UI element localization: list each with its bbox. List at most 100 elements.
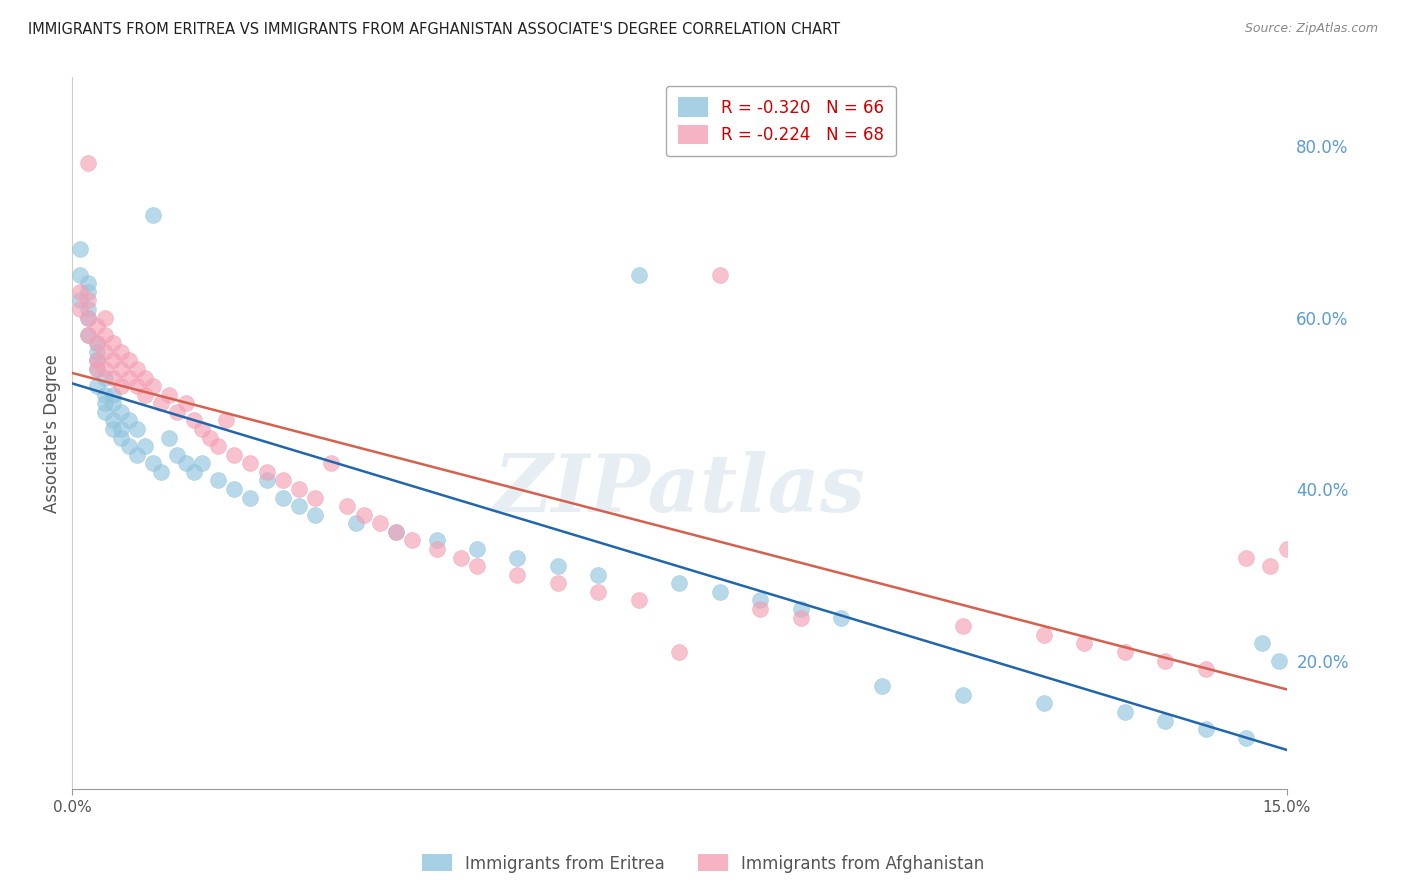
Point	[1251, 636, 1274, 650]
Point	[1114, 705, 1136, 719]
Point	[69, 293, 91, 308]
Point	[101, 413, 124, 427]
Point	[368, 516, 391, 531]
Point	[86, 336, 108, 351]
Point	[134, 370, 156, 384]
Point	[288, 499, 311, 513]
Point	[101, 336, 124, 351]
Point	[288, 482, 311, 496]
Point	[86, 353, 108, 368]
Point	[336, 499, 359, 513]
Point	[588, 567, 610, 582]
Point	[174, 456, 197, 470]
Point	[321, 456, 343, 470]
Point	[166, 405, 188, 419]
Point	[93, 344, 115, 359]
Point	[1073, 636, 1095, 650]
Point	[110, 405, 132, 419]
Point	[174, 396, 197, 410]
Point	[93, 310, 115, 325]
Point	[110, 431, 132, 445]
Point	[870, 679, 893, 693]
Point	[709, 268, 731, 282]
Point	[952, 688, 974, 702]
Point	[118, 353, 141, 368]
Point	[830, 610, 852, 624]
Point	[627, 268, 650, 282]
Point	[101, 422, 124, 436]
Point	[118, 439, 141, 453]
Point	[547, 576, 569, 591]
Point	[110, 362, 132, 376]
Point	[668, 576, 690, 591]
Text: IMMIGRANTS FROM ERITREA VS IMMIGRANTS FROM AFGHANISTAN ASSOCIATE'S DEGREE CORREL: IMMIGRANTS FROM ERITREA VS IMMIGRANTS FR…	[28, 22, 841, 37]
Point	[157, 387, 180, 401]
Point	[118, 413, 141, 427]
Point	[118, 370, 141, 384]
Point	[304, 508, 326, 522]
Point	[101, 396, 124, 410]
Point	[207, 439, 229, 453]
Point	[588, 585, 610, 599]
Point	[256, 474, 278, 488]
Point	[134, 439, 156, 453]
Point	[425, 533, 447, 548]
Point	[101, 353, 124, 368]
Point	[125, 379, 148, 393]
Point	[385, 524, 408, 539]
Point	[224, 482, 246, 496]
Legend: Immigrants from Eritrea, Immigrants from Afghanistan: Immigrants from Eritrea, Immigrants from…	[415, 847, 991, 880]
Point	[506, 550, 529, 565]
Point	[547, 559, 569, 574]
Point	[77, 310, 100, 325]
Point	[353, 508, 375, 522]
Point	[86, 362, 108, 376]
Point	[93, 405, 115, 419]
Point	[1114, 645, 1136, 659]
Point	[198, 431, 221, 445]
Point	[77, 285, 100, 299]
Point	[191, 422, 214, 436]
Point	[191, 456, 214, 470]
Point	[93, 327, 115, 342]
Point	[749, 602, 772, 616]
Point	[93, 370, 115, 384]
Point	[69, 285, 91, 299]
Point	[749, 593, 772, 607]
Point	[125, 448, 148, 462]
Point	[1234, 731, 1257, 745]
Point	[77, 327, 100, 342]
Y-axis label: Associate's Degree: Associate's Degree	[44, 354, 60, 513]
Point	[77, 156, 100, 170]
Point	[101, 370, 124, 384]
Point	[86, 336, 108, 351]
Point	[401, 533, 423, 548]
Point	[93, 387, 115, 401]
Point	[77, 327, 100, 342]
Point	[1267, 653, 1289, 667]
Point	[790, 610, 813, 624]
Point	[1234, 550, 1257, 565]
Point	[142, 456, 165, 470]
Point	[142, 379, 165, 393]
Point	[86, 353, 108, 368]
Point	[166, 448, 188, 462]
Point	[101, 387, 124, 401]
Point	[465, 542, 488, 557]
Point	[110, 344, 132, 359]
Point	[1154, 653, 1177, 667]
Point	[77, 301, 100, 316]
Point	[1032, 628, 1054, 642]
Point	[86, 379, 108, 393]
Point	[271, 491, 294, 505]
Point	[425, 542, 447, 557]
Point	[465, 559, 488, 574]
Point	[1194, 722, 1216, 736]
Point	[86, 344, 108, 359]
Point	[239, 491, 262, 505]
Point	[627, 593, 650, 607]
Point	[86, 319, 108, 334]
Point	[304, 491, 326, 505]
Point	[215, 413, 238, 427]
Point	[93, 362, 115, 376]
